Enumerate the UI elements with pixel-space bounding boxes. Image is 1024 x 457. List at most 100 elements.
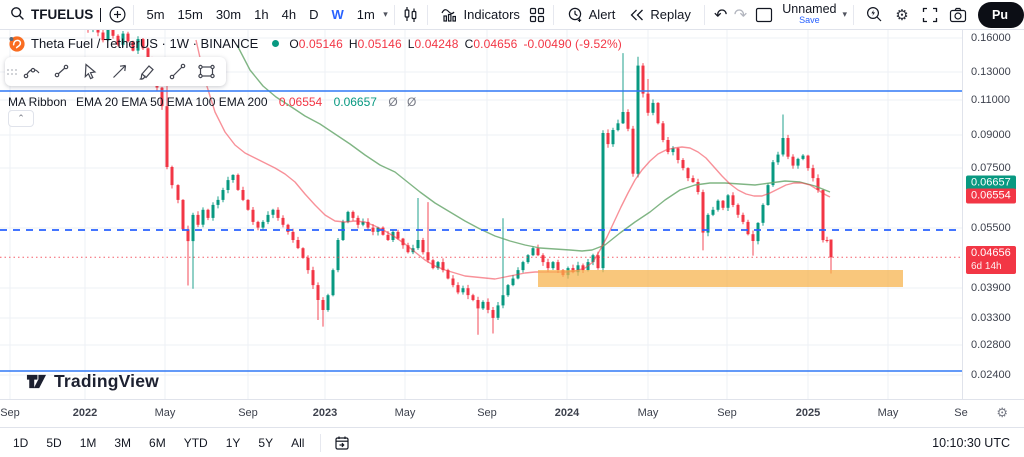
timeframe-15m[interactable]: 15m [177, 7, 203, 22]
change-value: -0.00490 (-9.52%) [523, 36, 622, 51]
text-caret [100, 7, 102, 22]
range-5d[interactable]: 5D [46, 435, 62, 450]
tradingview-logo-icon [26, 374, 47, 389]
last-price-badge: 0.04656 6d 14h [966, 246, 1016, 274]
camera-icon[interactable] [944, 2, 972, 28]
time-tick-2022: 2022 [72, 407, 98, 419]
legend-collapse-button[interactable]: ⌃ [8, 110, 34, 127]
range-ytd[interactable]: YTD [183, 435, 208, 450]
axis-settings-gear-icon[interactable]: ⚙ [996, 405, 1008, 420]
theta-fuel-coin-icon [9, 36, 25, 52]
watermark-text: TradingView [54, 371, 159, 391]
indicator-params: EMA 20 EMA 50 EMA 100 EMA 200 [76, 95, 268, 109]
range-5y[interactable]: 5Y [258, 435, 274, 450]
range-6m[interactable]: 6M [149, 435, 166, 450]
quick-search-icon[interactable] [860, 2, 888, 28]
price-tick-0.13000: 0.13000 [971, 66, 1011, 78]
short-trend-line-tool-icon[interactable] [48, 59, 75, 84]
alert-button[interactable]: Alert [560, 2, 623, 28]
time-tick-Sep: Sep [0, 407, 20, 419]
curve-tool-icon[interactable] [19, 59, 46, 84]
toolbar-right-group: Unnamed Save ▾ ⚙ Pu [750, 0, 1024, 29]
symbol-search[interactable]: TFUELUS [0, 6, 107, 24]
arrow-tool-icon[interactable] [106, 59, 133, 84]
time-tick-2024: 2024 [554, 407, 580, 419]
ema-empty-values: Ø Ø [388, 95, 420, 109]
range-all[interactable]: All [291, 435, 305, 450]
indicator-templates-button[interactable] [527, 2, 547, 28]
time-tick-May: May [637, 407, 659, 419]
price-axis[interactable]: 0.16000 0.13000 0.11000 0.09000 0.07500 0.055… [962, 30, 1024, 399]
timeframe-1m[interactable]: 1m [356, 7, 375, 22]
candlestick-chart[interactable] [0, 30, 962, 399]
range-group: 1D 5D 1M 3M 6M YTD 1Y 5Y All [0, 436, 313, 450]
ema50-price-badge: 0.06657 [966, 175, 1016, 191]
range-1m[interactable]: 1M [79, 435, 97, 450]
replay-button[interactable]: Replay [622, 2, 697, 28]
top-toolbar: TFUELUS 5m 15m 30m 1h 4h D W 1m ▾ Indicators [0, 0, 1024, 30]
compare-add-button[interactable] [107, 2, 127, 28]
indicators-button[interactable]: Indicators [434, 2, 527, 28]
symbol-legend[interactable]: Theta Fuel / TetherUS · 1W · BINANCE O0.… [8, 35, 628, 52]
timeframe-5m[interactable]: 5m [146, 7, 165, 22]
toolbar-divider [393, 4, 395, 25]
go-to-date-button[interactable] [328, 430, 356, 456]
time-tick-Sep: Sep [477, 407, 497, 419]
price-tick-0.07500: 0.07500 [971, 162, 1011, 174]
replay-label: Replay [650, 7, 691, 22]
save-link[interactable]: Save [799, 14, 820, 25]
price-tick-0.02400: 0.02400 [971, 369, 1011, 381]
timeframe-D[interactable]: D [309, 7, 319, 22]
toolbar-divider [426, 4, 428, 25]
replay-icon [629, 8, 645, 22]
timeframe-30m[interactable]: 30m [215, 7, 242, 22]
price-tick-0.11000: 0.11000 [971, 94, 1010, 106]
cursor-tool-icon[interactable] [77, 59, 104, 84]
time-tick-May: May [394, 407, 416, 419]
chevron-down-icon[interactable]: ▾ [383, 9, 388, 19]
publish-button[interactable]: Pu [978, 1, 1024, 28]
range-3m[interactable]: 3M [114, 435, 132, 450]
market-status-dot[interactable] [272, 40, 280, 47]
trend-line-tool-icon[interactable] [164, 59, 191, 84]
clock-utc[interactable]: 10:10:30 UTC [932, 435, 1010, 450]
price-tick-0.03900: 0.03900 [971, 282, 1011, 294]
price-tick-0.03300: 0.03300 [971, 312, 1011, 324]
ohlc-values: O0.05146 H0.05146 L0.04248 C0.04656 -0.00490… [289, 36, 622, 51]
brush-tool-icon[interactable] [135, 59, 162, 84]
time-tick-Se: Se [954, 407, 968, 419]
timeframe-4h[interactable]: 4h [281, 7, 297, 22]
range-1d[interactable]: 1D [13, 435, 29, 450]
undo-button[interactable]: ↶ [714, 6, 728, 24]
price-tick-0.05500: 0.05500 [971, 222, 1011, 234]
drawing-toolbar [5, 57, 226, 86]
indicators-icon [441, 7, 459, 23]
chevron-down-icon[interactable]: ▾ [842, 9, 848, 19]
layout-button[interactable] [750, 2, 778, 28]
price-tick-0.02800: 0.02800 [971, 339, 1011, 351]
layout-name-button[interactable]: Unnamed Save [778, 2, 840, 26]
timeframe-W[interactable]: W [331, 7, 344, 22]
chart-area[interactable]: Theta Fuel / TetherUS · 1W · BINANCE O0.… [0, 30, 962, 399]
bottom-toolbar: 1D 5D 1M 3M 6M YTD 1Y 5Y All 10:10:30 UTC [0, 427, 1024, 457]
drag-handle[interactable] [7, 63, 17, 81]
symbol-text: TFUELUS [31, 7, 94, 22]
legend-title[interactable]: Theta Fuel / TetherUS · 1W · BINANCE [31, 36, 259, 51]
indicators-label: Indicators [463, 7, 520, 22]
settings-gear-icon[interactable]: ⚙ [895, 6, 909, 24]
time-axis[interactable]: ⚙ Sep 2022 May Sep 2023 May Sep 2024 May Sep 2025 M… [0, 399, 1024, 427]
redo-button[interactable]: ↷ [733, 6, 748, 24]
bottom-divider [320, 433, 322, 452]
alert-label: Alert [588, 7, 616, 22]
time-tick-May: May [154, 407, 176, 419]
chart-type-button[interactable] [401, 2, 421, 28]
fullscreen-icon[interactable] [916, 2, 944, 28]
rectangle-tool-icon[interactable] [193, 59, 220, 84]
time-tick-Sep: Sep [238, 407, 258, 419]
toolbar-divider [132, 4, 134, 25]
ma-ribbon-legend[interactable]: MA Ribbon EMA 20 EMA 50 EMA 100 EMA 200 … [8, 95, 419, 109]
alert-clock-icon [567, 6, 584, 23]
range-1y[interactable]: 1Y [225, 435, 241, 450]
timeframe-1h[interactable]: 1h [254, 7, 269, 22]
